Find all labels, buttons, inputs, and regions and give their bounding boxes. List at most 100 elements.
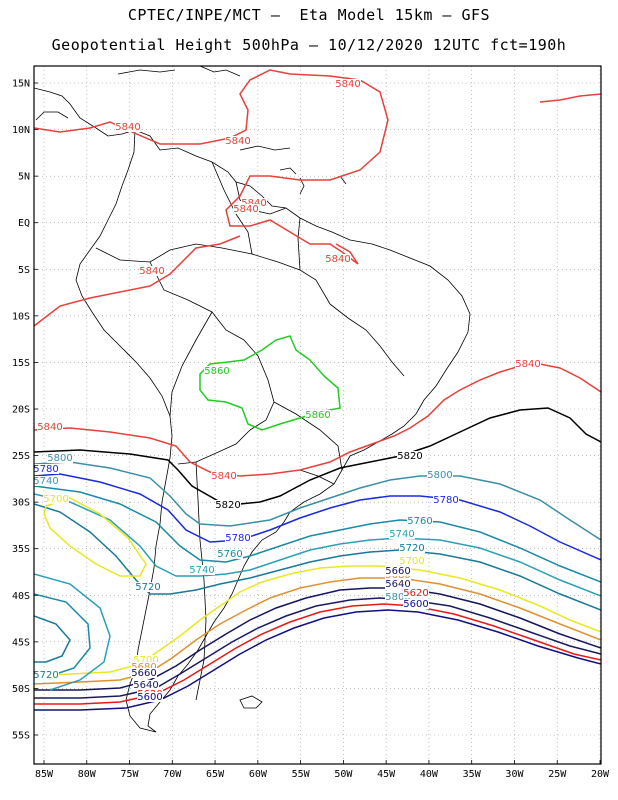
contour-label: 5640 — [385, 579, 410, 590]
contour-label: 5840 — [515, 359, 540, 370]
contour-label-bg — [325, 254, 351, 264]
contour-label-bg — [515, 359, 541, 369]
map-title: CPTEC/INPE/MCT – Eta Model 15km – GFS — [127, 6, 491, 24]
contour-label-bg — [385, 579, 411, 589]
contour-label: 5860 — [305, 410, 330, 421]
contour-label: 5840 — [37, 422, 62, 433]
graticule — [34, 66, 601, 764]
contour-label: 5840 — [325, 254, 350, 265]
longitude-tick-label: 45W — [377, 769, 396, 780]
latitude-tick-label: 40S — [12, 591, 30, 602]
contour-label: 5820 — [215, 500, 240, 511]
contour-label-bg — [139, 266, 165, 276]
contour-label: 5740 — [33, 476, 58, 487]
longitude-tick-label: 55W — [292, 769, 311, 780]
contour-label: 5760 — [217, 549, 242, 560]
contour-label: 5680 — [131, 662, 156, 673]
longitude-tick-label: 25W — [548, 769, 567, 780]
contour-label-bg — [385, 592, 411, 602]
latitude-tick-label: 45S — [12, 637, 30, 648]
contour-label-bg — [135, 582, 161, 592]
contour-label: 5720 — [135, 582, 160, 593]
map-frame — [33, 65, 602, 765]
latitude-tick-label: 15S — [12, 358, 30, 369]
contour-label: 5840 — [233, 204, 258, 215]
contour-label-bg — [217, 549, 243, 559]
contour-label-bg — [397, 451, 423, 461]
contour-label-bg — [427, 470, 453, 480]
contour-label: 5600 — [137, 692, 162, 703]
contour-label: 5840 — [225, 136, 250, 147]
contour-label: 5600 — [403, 599, 428, 610]
longitude-tick-label: 30W — [505, 769, 524, 780]
contour-label: 5780 — [33, 464, 58, 475]
longitude-tick-label: 75W — [121, 769, 140, 780]
latitude-tick-label: 25S — [12, 451, 30, 462]
longitude-tick-label: 70W — [163, 769, 182, 780]
longitude-labels: 85W 80W 75W 70W 65W 60W 55W 50W 45W 40W 35W 30W 25W 2… — [35, 760, 610, 780]
latitude-tick-label: 50S — [12, 684, 30, 695]
contour-label: 5720 — [399, 543, 424, 554]
contour-label-bg — [241, 198, 267, 208]
height-contours — [34, 69, 601, 711]
map-subtitle: Geopotential Height 500hPa – 10/12/2020 … — [51, 36, 567, 54]
contour-label-bg — [115, 122, 141, 132]
contour-label-bg — [131, 668, 157, 678]
contour-label: 5800 — [47, 453, 72, 464]
latitude-tick-label: 10S — [12, 311, 30, 322]
contour-label-bg — [34, 476, 59, 486]
contour-label-bg — [137, 692, 163, 702]
contour-label-bg — [399, 556, 425, 566]
contour-label-bg — [403, 599, 429, 609]
contour-label: 5860 — [204, 366, 229, 377]
contour-label-bg — [133, 680, 159, 690]
contour-label-bg — [34, 670, 59, 680]
contour-label: 5720 — [33, 670, 58, 681]
contour-label: 5840 — [211, 471, 236, 482]
contour-label-bg — [407, 516, 433, 526]
contour-label-bg — [43, 494, 69, 504]
contour-label: 5740 — [189, 565, 214, 576]
contour-label: 5780 — [225, 533, 250, 544]
contour-label: 5700 — [43, 494, 68, 505]
contour-label-bg — [305, 410, 331, 420]
contour-label: 5660 — [385, 566, 410, 577]
longitude-tick-label: 50W — [334, 769, 353, 780]
latitude-tick-label: 20S — [12, 405, 30, 416]
contour-label: 5840 — [115, 122, 140, 133]
coastlines — [34, 66, 471, 733]
latitude-tick-label: 15N — [12, 79, 30, 90]
contour-label: 5840 — [241, 198, 266, 209]
longitude-tick-label: 35W — [463, 769, 482, 780]
contour-label: 5700 — [133, 655, 158, 666]
contour-labels: 5840584058405840584058405840584058405840… — [33, 79, 541, 703]
contour-label-bg — [335, 79, 361, 89]
contour-label: 5780 — [433, 495, 458, 506]
contour-label-bg — [47, 453, 73, 463]
contour-label: 5800 — [385, 592, 410, 603]
contour-label: 5700 — [399, 556, 424, 567]
latitude-tick-label: EQ — [18, 218, 30, 229]
contour-label: 5840 — [335, 79, 360, 90]
contour-label-bg — [399, 543, 425, 553]
contour-label-bg — [215, 500, 241, 510]
contour-label-bg — [225, 533, 251, 543]
contour-label: 5640 — [133, 680, 158, 691]
contour-label-bg — [189, 565, 215, 575]
contour-label: 5740 — [389, 529, 414, 540]
latitude-tick-label: 5S — [18, 265, 30, 276]
longitude-tick-label: 40W — [420, 769, 439, 780]
contour-label-bg — [37, 422, 63, 432]
latitude-labels: 15N 10N 5N EQ 5S 10S 15S 20S 25S 30S 35S 40S 45S 50S 5… — [12, 79, 38, 742]
contour-label-bg — [389, 529, 415, 539]
contour-label-bg — [225, 136, 251, 146]
contour-label-bg — [385, 566, 411, 576]
contour-label: 5760 — [407, 516, 432, 527]
contour-label: 5620 — [403, 588, 428, 599]
contour-label-bg — [211, 471, 237, 481]
latitude-tick-label: 5N — [18, 172, 30, 183]
longitude-tick-label: 80W — [78, 769, 97, 780]
latitude-tick-label: 30S — [12, 498, 30, 509]
longitude-tick-label: 85W — [35, 769, 54, 780]
